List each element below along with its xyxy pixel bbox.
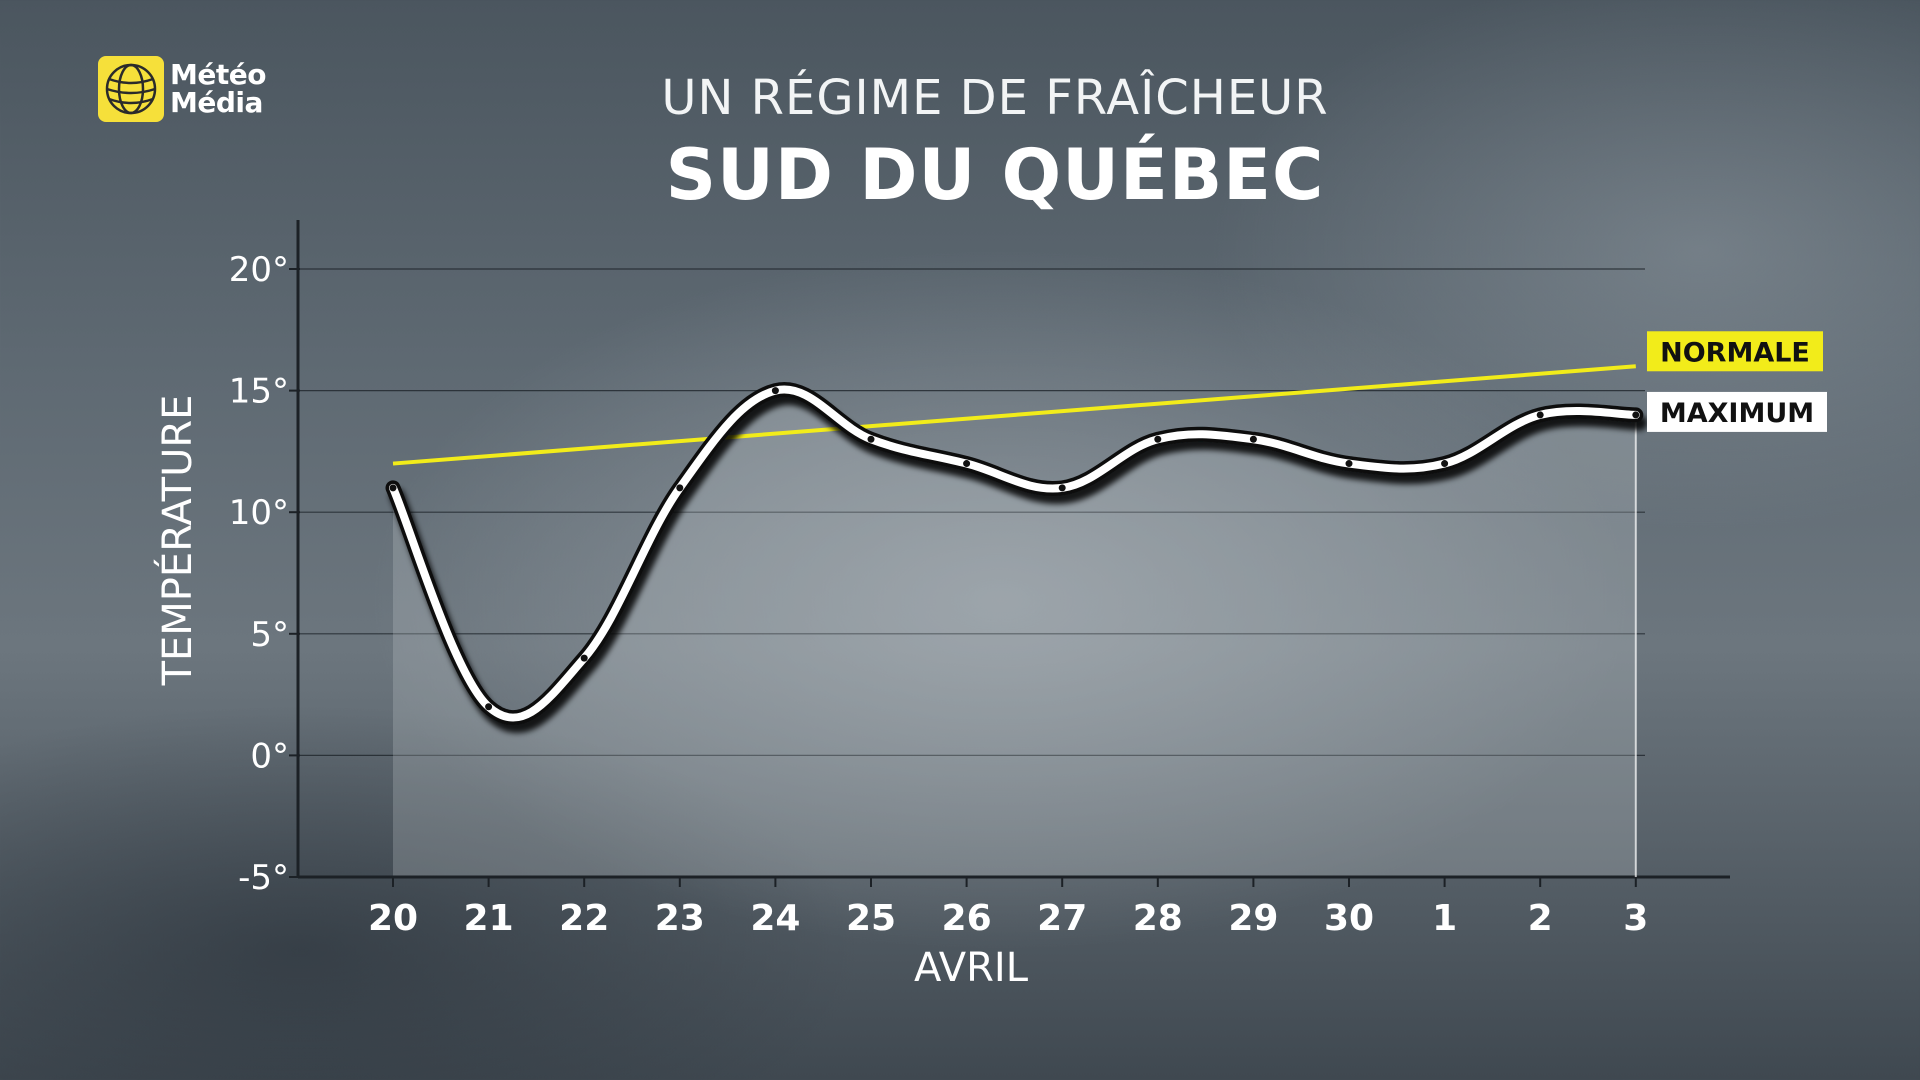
legend-label-maximum: MAXIMUM xyxy=(1647,391,1827,432)
logo-text-line2: Média xyxy=(170,86,263,119)
x-tick-label: 21 xyxy=(464,898,514,939)
meteomedia-logo: Météo Média xyxy=(98,56,266,122)
data-point xyxy=(771,387,779,395)
data-point xyxy=(485,703,493,711)
data-point xyxy=(867,435,875,443)
x-tick-label: 22 xyxy=(559,898,609,939)
y-tick-label: 15° xyxy=(229,372,289,412)
legend-label-box xyxy=(1647,331,1823,372)
area-fill xyxy=(393,389,1636,877)
x-tick-label: 1 xyxy=(1432,898,1457,939)
logo-text-line1: Météo xyxy=(170,58,266,91)
data-point xyxy=(580,654,588,662)
data-point xyxy=(1249,435,1257,443)
data-point xyxy=(676,484,684,492)
data-point xyxy=(1536,411,1544,419)
y-axis-title: TEMPÉRATURE xyxy=(153,395,201,687)
x-tick-label: 25 xyxy=(846,898,896,939)
data-point xyxy=(389,484,397,492)
data-point xyxy=(1058,484,1066,492)
legend-label-normale: NORMALE xyxy=(1647,331,1823,372)
x-tick-label: 28 xyxy=(1133,898,1183,939)
x-tick-label: 20 xyxy=(368,898,418,939)
x-tick-label: 26 xyxy=(942,898,992,939)
x-tick-label: 2 xyxy=(1528,898,1553,939)
data-point xyxy=(1441,460,1449,468)
y-tick-label: 10° xyxy=(229,493,289,533)
data-point xyxy=(1345,460,1353,468)
globe-icon xyxy=(98,56,164,122)
chart-title: UN RÉGIME DE FRAÎCHEUR xyxy=(661,70,1329,126)
x-axis-title: AVRIL xyxy=(914,945,1029,991)
x-tick-label: 30 xyxy=(1324,898,1374,939)
x-tick-label: 3 xyxy=(1623,898,1648,939)
x-tick-label: 24 xyxy=(750,898,800,939)
y-tick-label: 5° xyxy=(250,615,289,655)
legend-label-text: MAXIMUM xyxy=(1660,398,1814,429)
data-point xyxy=(963,460,971,468)
x-tick-label: 23 xyxy=(655,898,705,939)
series-line-normale xyxy=(392,364,1636,466)
legend-label-box xyxy=(1647,391,1827,432)
y-tick-label: 0° xyxy=(250,736,289,776)
data-point xyxy=(1154,435,1162,443)
x-tick-label: 29 xyxy=(1228,898,1278,939)
x-tick-label: 27 xyxy=(1037,898,1087,939)
chart-subtitle: SUD DU QUÉBEC xyxy=(665,134,1325,216)
y-tick-label: -5° xyxy=(238,858,289,898)
legend-label-text: NORMALE xyxy=(1660,337,1810,368)
data-point xyxy=(1632,411,1640,419)
y-tick-label: 20° xyxy=(229,250,289,290)
